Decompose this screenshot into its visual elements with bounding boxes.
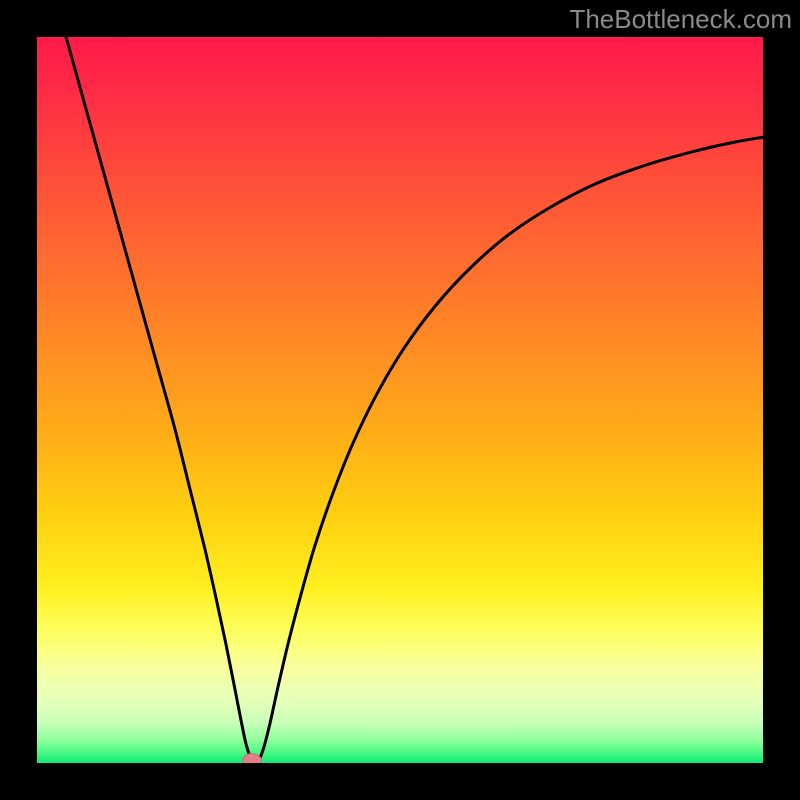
chart-plot-area bbox=[37, 37, 763, 763]
chart-svg bbox=[37, 37, 763, 763]
chart-background bbox=[37, 37, 763, 763]
watermark-text: TheBottleneck.com bbox=[569, 4, 792, 35]
